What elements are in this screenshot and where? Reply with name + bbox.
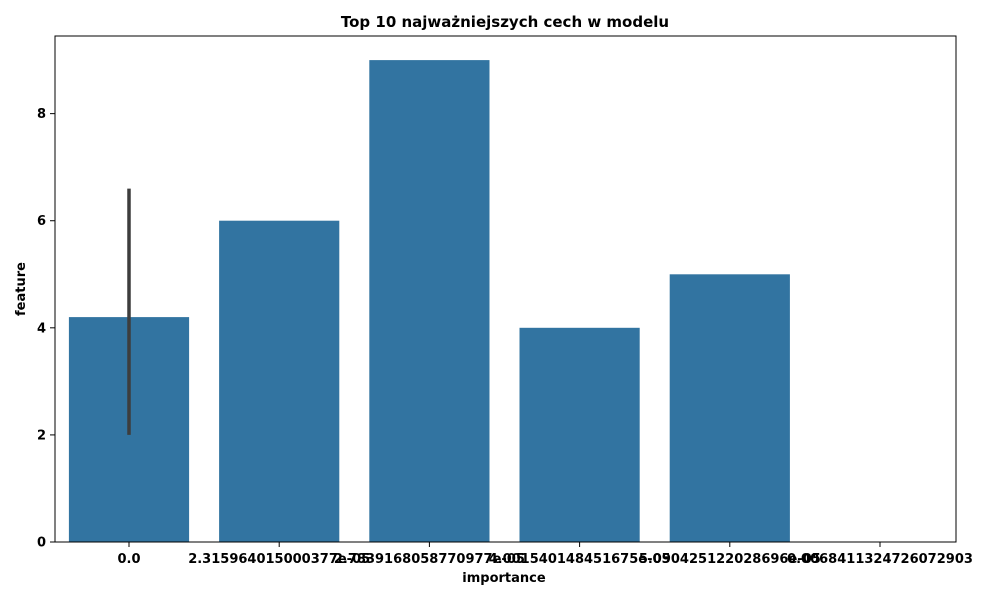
y-axis-label: feature [14,262,29,316]
y-axis: 0 2 4 6 8 [37,107,55,551]
x-tick-label: 4.001540148451675e-05 [489,552,671,567]
bar [369,60,490,542]
bar [519,327,640,542]
x-tick-label: 0.0 [117,552,140,567]
x-tick-label: 0.0068411324726072903 [787,552,973,567]
y-tick-label: 8 [37,107,46,122]
x-tick-label: 2.315964015000377e-05 [188,552,370,567]
y-tick-label: 6 [37,214,46,229]
plot-frame [54,35,957,543]
bar [219,220,340,542]
x-axis-label: importance [462,571,546,586]
bar [669,274,790,542]
bars-layer [68,60,790,542]
x-tick-label: 5.090425122028696e-05 [639,552,821,567]
y-tick-label: 2 [37,428,46,443]
y-tick-label: 4 [37,321,46,336]
x-tick-label: 2.7839168058770977e-05 [334,552,525,567]
chart-title: Top 10 najważniejszych cech w modelu [341,13,669,31]
x-axis: 0.0 2.315964015000377e-052.78391680587709… [117,542,973,567]
y-tick-label: 0 [37,536,46,551]
